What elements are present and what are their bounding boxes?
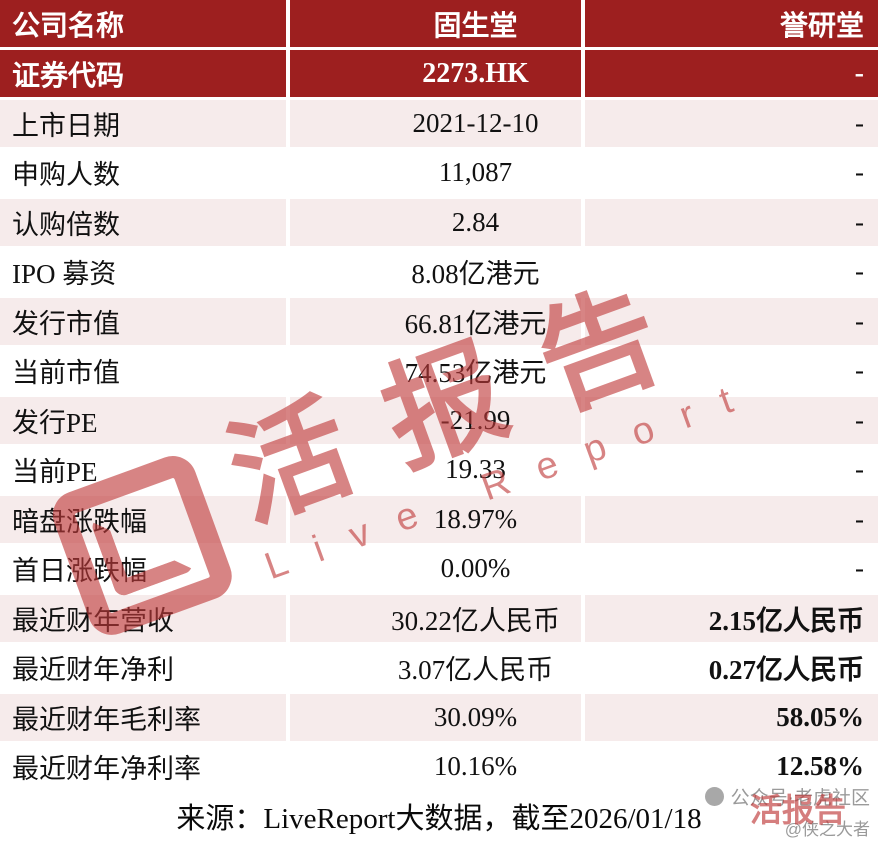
table-header-row-names: 公司名称 固生堂 誉研堂 [0, 0, 878, 50]
yuyantang-value: - [585, 496, 878, 546]
yuyantang-value: - [585, 446, 878, 496]
yuyantang-value: 0.27亿人民币 [585, 644, 878, 694]
row-metric-label: 认购倍数 [0, 199, 290, 249]
row-metric-label: 最近财年毛利率 [0, 694, 290, 744]
table-row: 最近财年营收 30.22亿人民币 2.15亿人民币 [0, 595, 878, 645]
row-metric-label: 最近财年净利 [0, 644, 290, 694]
yuyantang-value: - [585, 298, 878, 348]
gushengtang-value: 3.07亿人民币 [290, 644, 585, 694]
yuyantang-value: - [585, 100, 878, 150]
table-row: 申购人数 11,087- [0, 149, 878, 199]
table-row: 上市日期 2021-12-10- [0, 100, 878, 150]
header-company-gushengtang: 固生堂 [290, 0, 585, 50]
row-metric-label: 申购人数 [0, 149, 290, 199]
gushengtang-value: 30.22亿人民币 [290, 595, 585, 645]
gushengtang-value: 8.08亿港元 [290, 248, 585, 298]
yuyantang-value: 2.15亿人民币 [585, 595, 878, 645]
source-note: 来源：LiveReport大数据，截至2026/01/18 [176, 803, 702, 835]
gushengtang-value: 18.97% [290, 496, 585, 546]
yuyantang-value: - [585, 545, 878, 595]
table-row: 当前PE 19.33- [0, 446, 878, 496]
yuyantang-value: 58.05% [585, 694, 878, 744]
yuyantang-value: - [585, 248, 878, 298]
row-metric-label: 首日涨跌幅 [0, 545, 290, 595]
table-row: 发行市值 66.81亿港元 - [0, 298, 878, 348]
table-row: 暗盘涨跌幅 18.97% - [0, 496, 878, 546]
yuyantang-value: - [585, 149, 878, 199]
table-row: 当前市值 74.53亿港元 - [0, 347, 878, 397]
yuyantang-value: - [585, 347, 878, 397]
table-body: 上市日期 2021-12-10- 申购人数 11,087- 认购倍数 2.84- IPO 募… [0, 100, 878, 793]
gushengtang-value: 2021-12-10 [290, 100, 585, 150]
gushengtang-value: 2.84 [290, 199, 585, 249]
row-metric-label: 发行市值 [0, 298, 290, 348]
row-metric-label: IPO 募资 [0, 248, 290, 298]
table-row: 最近财年净利 3.07亿人民币 0.27亿人民币 [0, 644, 878, 694]
table-header-row-ticker: 证券代码 2273.HK - [0, 50, 878, 100]
table-row: 认购倍数 2.84- [0, 199, 878, 249]
gushengtang-value: 30.09% [290, 694, 585, 744]
table-row: 最近财年净利率 10.16% 12.58% [0, 743, 878, 793]
yuyantang-value: - [585, 397, 878, 447]
header-company-name-label: 公司名称 [0, 0, 290, 50]
row-metric-label: 上市日期 [0, 100, 290, 150]
table-row: 最近财年毛利率 30.09% 58.05% [0, 694, 878, 744]
gushengtang-value: -21.99 [290, 397, 585, 447]
table-row: IPO 募资 8.08亿港元 - [0, 248, 878, 298]
row-metric-label: 最近财年净利率 [0, 743, 290, 793]
row-metric-label: 当前市值 [0, 347, 290, 397]
gushengtang-value: 19.33 [290, 446, 585, 496]
gushengtang-value: 10.16% [290, 743, 585, 793]
gushengtang-value: 0.00% [290, 545, 585, 595]
gushengtang-value: 74.53亿港元 [290, 347, 585, 397]
ticker-label: 证券代码 [0, 50, 290, 100]
gushengtang-value: 11,087 [290, 149, 585, 199]
ticker-gushengtang: 2273.HK [290, 50, 585, 100]
table-row: 首日涨跌幅 0.00% - [0, 545, 878, 595]
row-metric-label: 最近财年营收 [0, 595, 290, 645]
yuyantang-value: 12.58% [585, 743, 878, 793]
row-metric-label: 暗盘涨跌幅 [0, 496, 290, 546]
yuyantang-value: - [585, 199, 878, 249]
table-row: 发行PE -21.99- [0, 397, 878, 447]
row-metric-label: 当前PE [0, 446, 290, 496]
company-comparison-table: 公司名称 固生堂 誉研堂 证券代码 2273.HK - 上市日期 2021-12-… [0, 0, 878, 793]
gushengtang-value: 66.81亿港元 [290, 298, 585, 348]
ticker-yuyantang: - [585, 50, 878, 100]
header-company-yuyantang: 誉研堂 [585, 0, 878, 50]
row-metric-label: 发行PE [0, 397, 290, 447]
